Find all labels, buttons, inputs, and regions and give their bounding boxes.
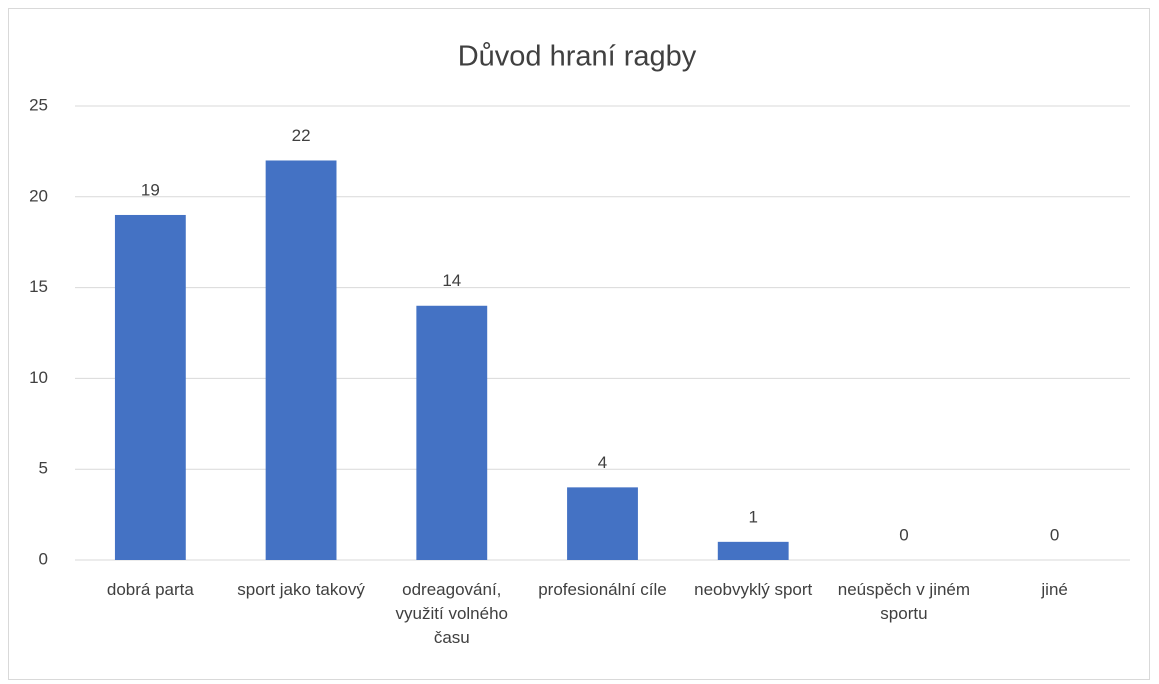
bar	[416, 305, 488, 560]
bar	[265, 160, 337, 561]
data-label: 4	[598, 453, 607, 472]
data-label: 0	[899, 525, 908, 544]
y-tick-label: 15	[29, 277, 48, 296]
x-tick-label: neúspěch v jiném sportu	[837, 580, 971, 623]
y-tick-label: 5	[39, 459, 48, 478]
x-tick-label: neobvyklý sport	[694, 580, 813, 599]
x-tick-label: jiné	[1041, 580, 1068, 599]
data-label: 14	[442, 271, 461, 290]
data-label: 19	[141, 180, 160, 199]
x-tick-label: odreagování, využití volného času	[395, 580, 508, 647]
x-tick-label: sport jako takový	[237, 580, 365, 599]
x-tick-label: dobrá parta	[106, 580, 194, 599]
y-tick-label: 0	[39, 549, 48, 568]
chart-border	[8, 8, 1150, 680]
data-label: 22	[292, 126, 311, 145]
y-tick-label: 25	[29, 95, 48, 114]
bar	[114, 214, 186, 560]
bar	[567, 487, 638, 560]
x-tick-label: profesionální cíle	[538, 580, 667, 599]
y-tick-label: 10	[29, 368, 48, 387]
chart-title: Důvod hraní ragby	[458, 41, 697, 73]
y-tick-label: 20	[29, 186, 48, 205]
data-label: 1	[748, 507, 757, 526]
bar	[717, 541, 789, 560]
data-label: 0	[1050, 525, 1059, 544]
